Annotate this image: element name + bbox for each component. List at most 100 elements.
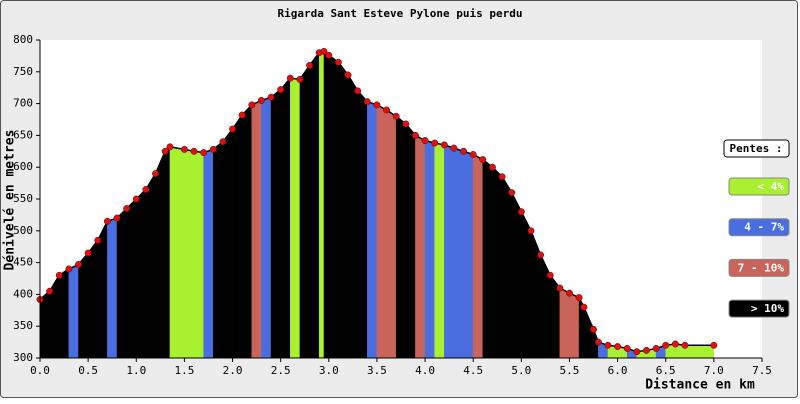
y-tick-label: 550 [13, 192, 33, 205]
slope-segment [405, 123, 416, 359]
y-tick-label: 450 [13, 256, 33, 269]
profile-point [411, 131, 419, 139]
x-tick-label: 5.5 [560, 364, 580, 377]
profile-point [392, 112, 400, 120]
profile-point [546, 271, 554, 279]
profile-point [402, 120, 410, 128]
legend-swatch [728, 177, 790, 196]
slope-segment [376, 104, 387, 359]
x-tick-label: 1.5 [174, 364, 194, 377]
slope-segment [169, 146, 185, 359]
slope-segment [309, 51, 320, 359]
profile-point [566, 289, 573, 297]
profile-point [643, 346, 650, 354]
slope-segment [424, 140, 435, 359]
legend-title: Pentes : [730, 142, 783, 155]
slope-segment [232, 114, 243, 359]
slope-segment [482, 159, 493, 359]
profile-point [306, 61, 313, 69]
slope-segment [684, 345, 715, 359]
profile-point [440, 141, 448, 149]
profile-point [152, 170, 159, 178]
x-tick-label: 3.5 [367, 364, 387, 377]
profile-point [633, 348, 641, 356]
x-tick-label: 5.0 [511, 364, 531, 377]
profile-point [286, 74, 294, 82]
profile-point [132, 195, 140, 203]
profile-point [320, 47, 328, 55]
profile-point [710, 341, 718, 349]
legend-swatch [728, 258, 790, 277]
profile-point [498, 173, 506, 181]
profile-point [580, 303, 588, 311]
profile-point [229, 125, 236, 133]
slope-segment [251, 100, 262, 359]
profile-point [65, 265, 73, 273]
legend-swatch [728, 299, 790, 318]
profile-point [75, 261, 82, 268]
legend-label: 7 - 10% [738, 261, 785, 274]
legend-label: 4 - 7% [744, 221, 784, 234]
x-tick-label: 6.0 [608, 364, 628, 377]
profile-point [103, 217, 111, 225]
x-tick-label: 6.5 [656, 364, 676, 377]
profile-point [142, 186, 150, 193]
slope-segment [116, 207, 127, 359]
slope-segment [299, 64, 310, 359]
slope-segment [136, 188, 147, 359]
x-tick-label: 2.5 [271, 364, 291, 377]
slope-segment [434, 142, 445, 359]
slope-segment [501, 175, 512, 359]
y-tick-label: 500 [13, 224, 33, 237]
profile-point [662, 341, 670, 349]
profile-point [671, 340, 679, 348]
profile-point [94, 236, 102, 244]
slope-segment [184, 149, 195, 359]
profile-point [190, 147, 198, 155]
profile-point [248, 101, 256, 109]
profile-point [257, 96, 265, 104]
slope-segment [347, 74, 358, 359]
slope-segment [107, 217, 118, 359]
slope-segment [126, 198, 137, 359]
profile-point [46, 287, 54, 295]
x-tick-label: 0.5 [78, 364, 98, 377]
profile-point [55, 271, 63, 279]
profile-point [604, 341, 612, 349]
slope-segment [357, 90, 368, 359]
profile-point [623, 345, 631, 352]
slope-segment [323, 50, 330, 359]
profile-point [556, 284, 564, 292]
profile-point [681, 341, 689, 349]
y-tick-label: 650 [13, 128, 33, 141]
slope-segment [559, 287, 570, 359]
y-tick-label: 700 [13, 97, 33, 110]
profile-point [277, 86, 285, 94]
profile-point [450, 144, 458, 152]
profile-point [84, 249, 92, 257]
slope-segment [78, 252, 89, 359]
slope-segment [511, 192, 522, 359]
profile-point [200, 149, 208, 157]
profile-point [166, 143, 174, 151]
slope-segment [68, 264, 79, 359]
profile-point [594, 338, 602, 346]
profile-point [354, 87, 362, 95]
profile-point [363, 98, 371, 106]
slope-segment [444, 144, 455, 359]
legend-label: < 4% [758, 180, 785, 193]
slope-segment [155, 151, 166, 359]
profile-point [219, 138, 227, 146]
profile-point [161, 147, 169, 155]
legend-title-box [723, 139, 790, 158]
profile-point [460, 147, 468, 155]
chart-title: Rigarda Sant Esteve Pylone puis perdu [277, 7, 522, 20]
x-tick-label: 7.5 [752, 364, 772, 377]
x-tick-label: 4.5 [463, 364, 483, 377]
slope-segment [87, 239, 99, 359]
slope-segment [569, 292, 580, 359]
y-tick-label: 350 [13, 319, 33, 332]
profile-point [614, 343, 622, 351]
profile-point [489, 163, 496, 171]
